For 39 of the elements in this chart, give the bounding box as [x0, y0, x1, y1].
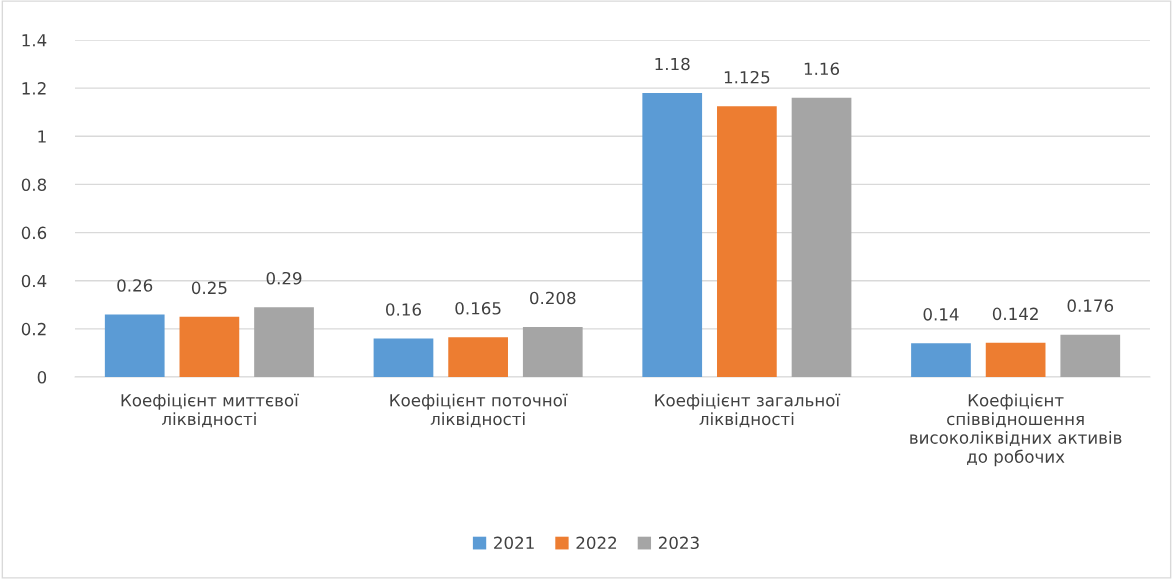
data-label: 1.125 — [724, 70, 770, 84]
y-tick-label: 1.2 — [22, 82, 46, 95]
data-label: 0.208 — [530, 291, 576, 305]
y-tick-label: 1 — [38, 130, 46, 143]
bar — [791, 97, 852, 377]
y-tick-label: 1.4 — [22, 34, 47, 47]
bar — [1060, 334, 1121, 377]
bar — [179, 316, 240, 377]
y-tick-label: 0.4 — [21, 274, 47, 288]
data-label: 0.29 — [266, 271, 302, 285]
bar — [448, 337, 508, 377]
bar — [717, 106, 777, 377]
y-tick-label: 0.6 — [21, 226, 47, 240]
bar — [642, 92, 703, 377]
data-label: 1.16 — [804, 62, 840, 76]
bar — [985, 342, 1046, 377]
bar — [373, 338, 434, 377]
data-label: 0.165 — [455, 302, 501, 315]
data-label: 0.14 — [923, 308, 959, 321]
y-tick-label: 0.2 — [21, 322, 46, 336]
data-label: 0.176 — [1067, 299, 1114, 312]
bar — [911, 343, 971, 377]
legend-label: 2022 — [576, 536, 617, 550]
legend-label: 2021 — [494, 536, 534, 550]
x-tick-label: Коефіцієнт співвідношення високоліквідних активів до робочих — [910, 393, 1122, 467]
x-tick-label: Коефіцієнт поточної ліквідності — [390, 393, 568, 428]
y-tick-label: 0.8 — [21, 178, 47, 191]
data-label: 0.26 — [117, 279, 153, 292]
x-tick-label: Коефіцієнт загальної ліквідності — [655, 393, 841, 428]
y-tick-label: 0 — [37, 370, 47, 384]
bar — [104, 314, 165, 377]
bar — [254, 307, 314, 377]
x-tick-label: Коефіцієнт миттєвої ліквідності — [121, 393, 299, 428]
data-label: 0.142 — [992, 307, 1038, 321]
legend-label: 2023 — [658, 536, 699, 550]
data-label: 1.18 — [655, 57, 690, 71]
bar — [522, 326, 583, 377]
data-label: 0.25 — [191, 281, 227, 295]
data-label: 0.16 — [386, 303, 421, 316]
